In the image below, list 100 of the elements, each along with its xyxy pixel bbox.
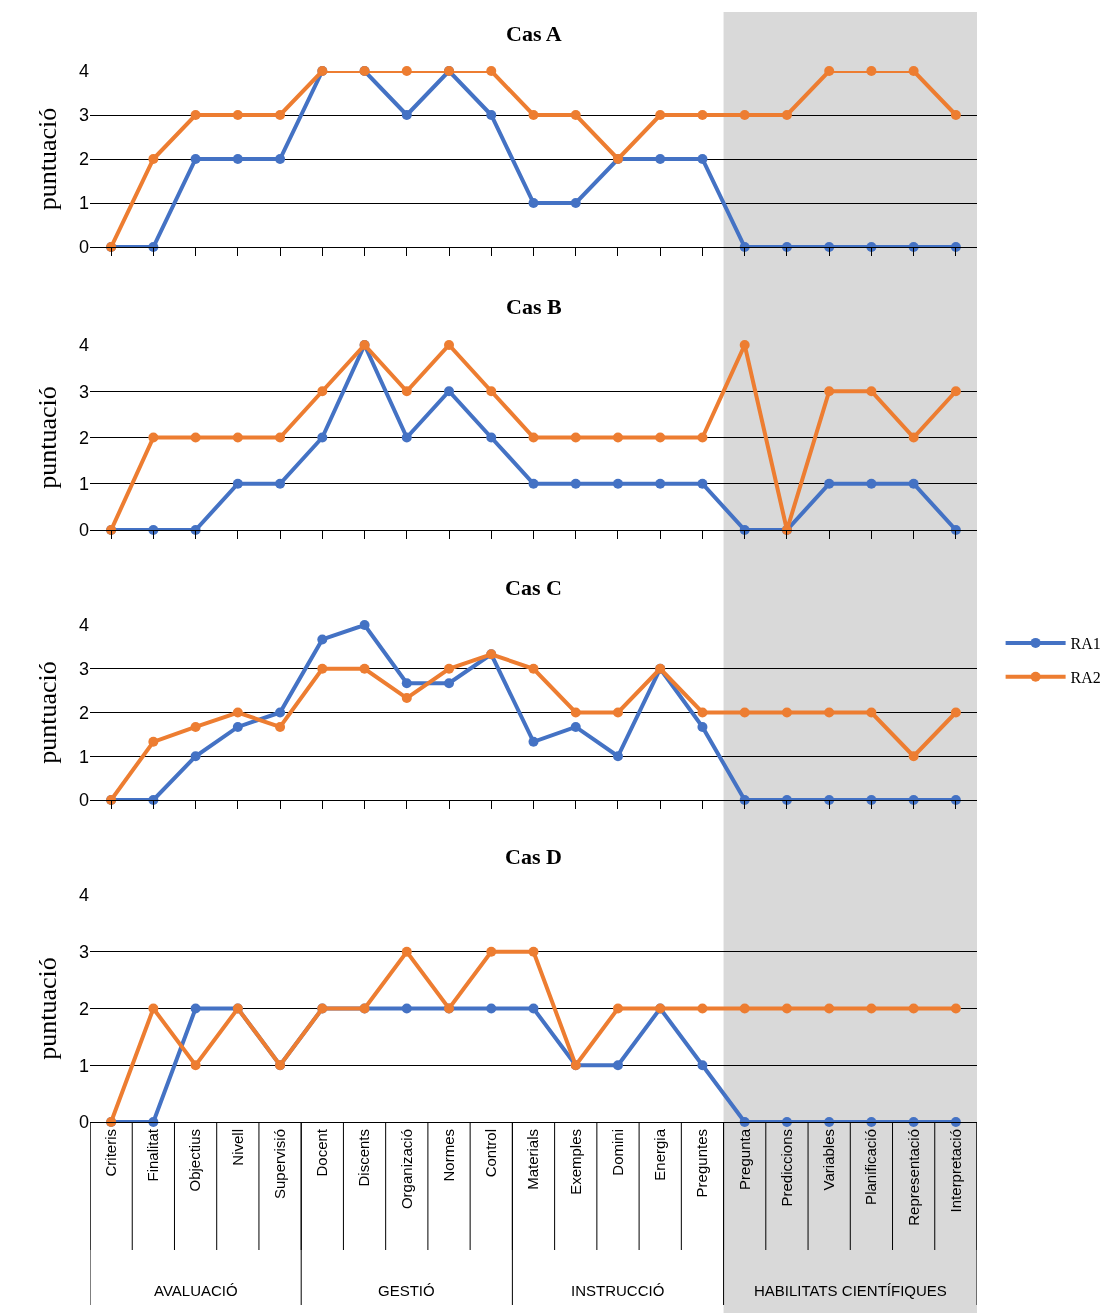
point xyxy=(275,478,286,489)
point xyxy=(232,110,243,120)
point xyxy=(190,1060,201,1071)
x-tick-label: Supervisió xyxy=(270,1129,288,1200)
point xyxy=(697,154,708,164)
y-tick-label: 2 xyxy=(78,998,89,1019)
point xyxy=(190,154,201,164)
point xyxy=(950,1003,961,1014)
point xyxy=(697,432,708,443)
point xyxy=(528,946,539,957)
y-tick-label: 1 xyxy=(78,474,89,495)
point xyxy=(444,386,455,397)
point xyxy=(232,707,243,718)
point xyxy=(866,707,877,718)
point xyxy=(528,478,539,489)
point xyxy=(655,432,666,443)
point xyxy=(781,1117,792,1127)
x-tick-label: Planificació xyxy=(862,1129,880,1205)
point xyxy=(528,663,539,674)
point xyxy=(739,707,750,718)
x-tick-label: Prediccions xyxy=(777,1129,795,1207)
y-tick-label: 4 xyxy=(78,61,89,82)
point xyxy=(866,66,877,76)
point xyxy=(148,154,159,164)
y-tick-label: 3 xyxy=(78,942,89,963)
x-tick-label: Interpretació xyxy=(946,1129,964,1213)
point xyxy=(275,721,286,732)
point xyxy=(908,478,919,489)
point xyxy=(866,478,877,489)
x-tick-label: Variables xyxy=(820,1129,838,1191)
point xyxy=(148,432,159,443)
point xyxy=(486,1003,497,1014)
point xyxy=(570,432,581,443)
x-tick-label: Organizació xyxy=(397,1129,415,1210)
point xyxy=(950,1117,961,1127)
point xyxy=(444,678,455,689)
y-tick-label: 3 xyxy=(78,659,89,680)
point xyxy=(486,432,497,443)
point xyxy=(866,1003,877,1014)
point xyxy=(528,198,539,208)
x-tick-label: Domini xyxy=(608,1129,626,1176)
point xyxy=(232,721,243,732)
y-tick-label: 2 xyxy=(78,149,89,170)
point xyxy=(528,1003,539,1014)
y-tick-label: 0 xyxy=(78,790,89,811)
point xyxy=(190,751,201,762)
point xyxy=(950,386,961,397)
point xyxy=(444,340,455,350)
point xyxy=(824,707,835,718)
y-tick-label: 2 xyxy=(78,702,89,723)
point xyxy=(824,1003,835,1014)
y-tick-label: 4 xyxy=(78,335,89,356)
point xyxy=(824,478,835,489)
point xyxy=(612,707,623,718)
band-label: HABILITATS CIENTÍFIQUES xyxy=(754,1282,947,1299)
legend-label: RA2 xyxy=(1070,668,1101,686)
point xyxy=(697,1003,708,1014)
x-tick-label: Discents xyxy=(355,1129,373,1187)
point xyxy=(401,693,412,704)
point xyxy=(486,946,497,957)
point xyxy=(655,478,666,489)
y-tick-label: 1 xyxy=(78,193,89,214)
point xyxy=(401,66,412,76)
point xyxy=(232,154,243,164)
chart-title: Cas C xyxy=(505,575,562,600)
point xyxy=(486,66,497,76)
point xyxy=(190,1003,201,1014)
point xyxy=(528,110,539,120)
y-tick-label: 0 xyxy=(78,1112,89,1133)
point xyxy=(612,1003,623,1014)
point xyxy=(401,386,412,397)
x-tick-label: Nivell xyxy=(228,1129,246,1166)
point xyxy=(824,1117,835,1127)
x-tick-label: Normes xyxy=(439,1129,457,1182)
point xyxy=(655,110,666,120)
y-tick-label: 3 xyxy=(78,381,89,402)
point xyxy=(570,721,581,732)
point xyxy=(697,721,708,732)
y-tick-label: 4 xyxy=(78,885,89,906)
point xyxy=(950,707,961,718)
point xyxy=(401,946,412,957)
point xyxy=(275,707,286,718)
point xyxy=(781,707,792,718)
x-tick-label: Finalitat xyxy=(144,1128,162,1182)
point xyxy=(866,1117,877,1127)
point xyxy=(232,478,243,489)
chart-title: Cas A xyxy=(506,21,562,46)
y-tick-label: 1 xyxy=(78,1055,89,1076)
point xyxy=(739,1117,750,1127)
legend-label: RA1 xyxy=(1070,635,1101,653)
point xyxy=(444,663,455,674)
point xyxy=(317,432,328,443)
point xyxy=(275,432,286,443)
chart-title: Cas D xyxy=(505,844,562,869)
point xyxy=(781,1003,792,1014)
x-tick-label: Representació xyxy=(904,1129,922,1226)
point xyxy=(190,110,201,120)
point xyxy=(908,1003,919,1014)
point xyxy=(190,721,201,732)
x-tick-label: Docent xyxy=(313,1128,331,1177)
